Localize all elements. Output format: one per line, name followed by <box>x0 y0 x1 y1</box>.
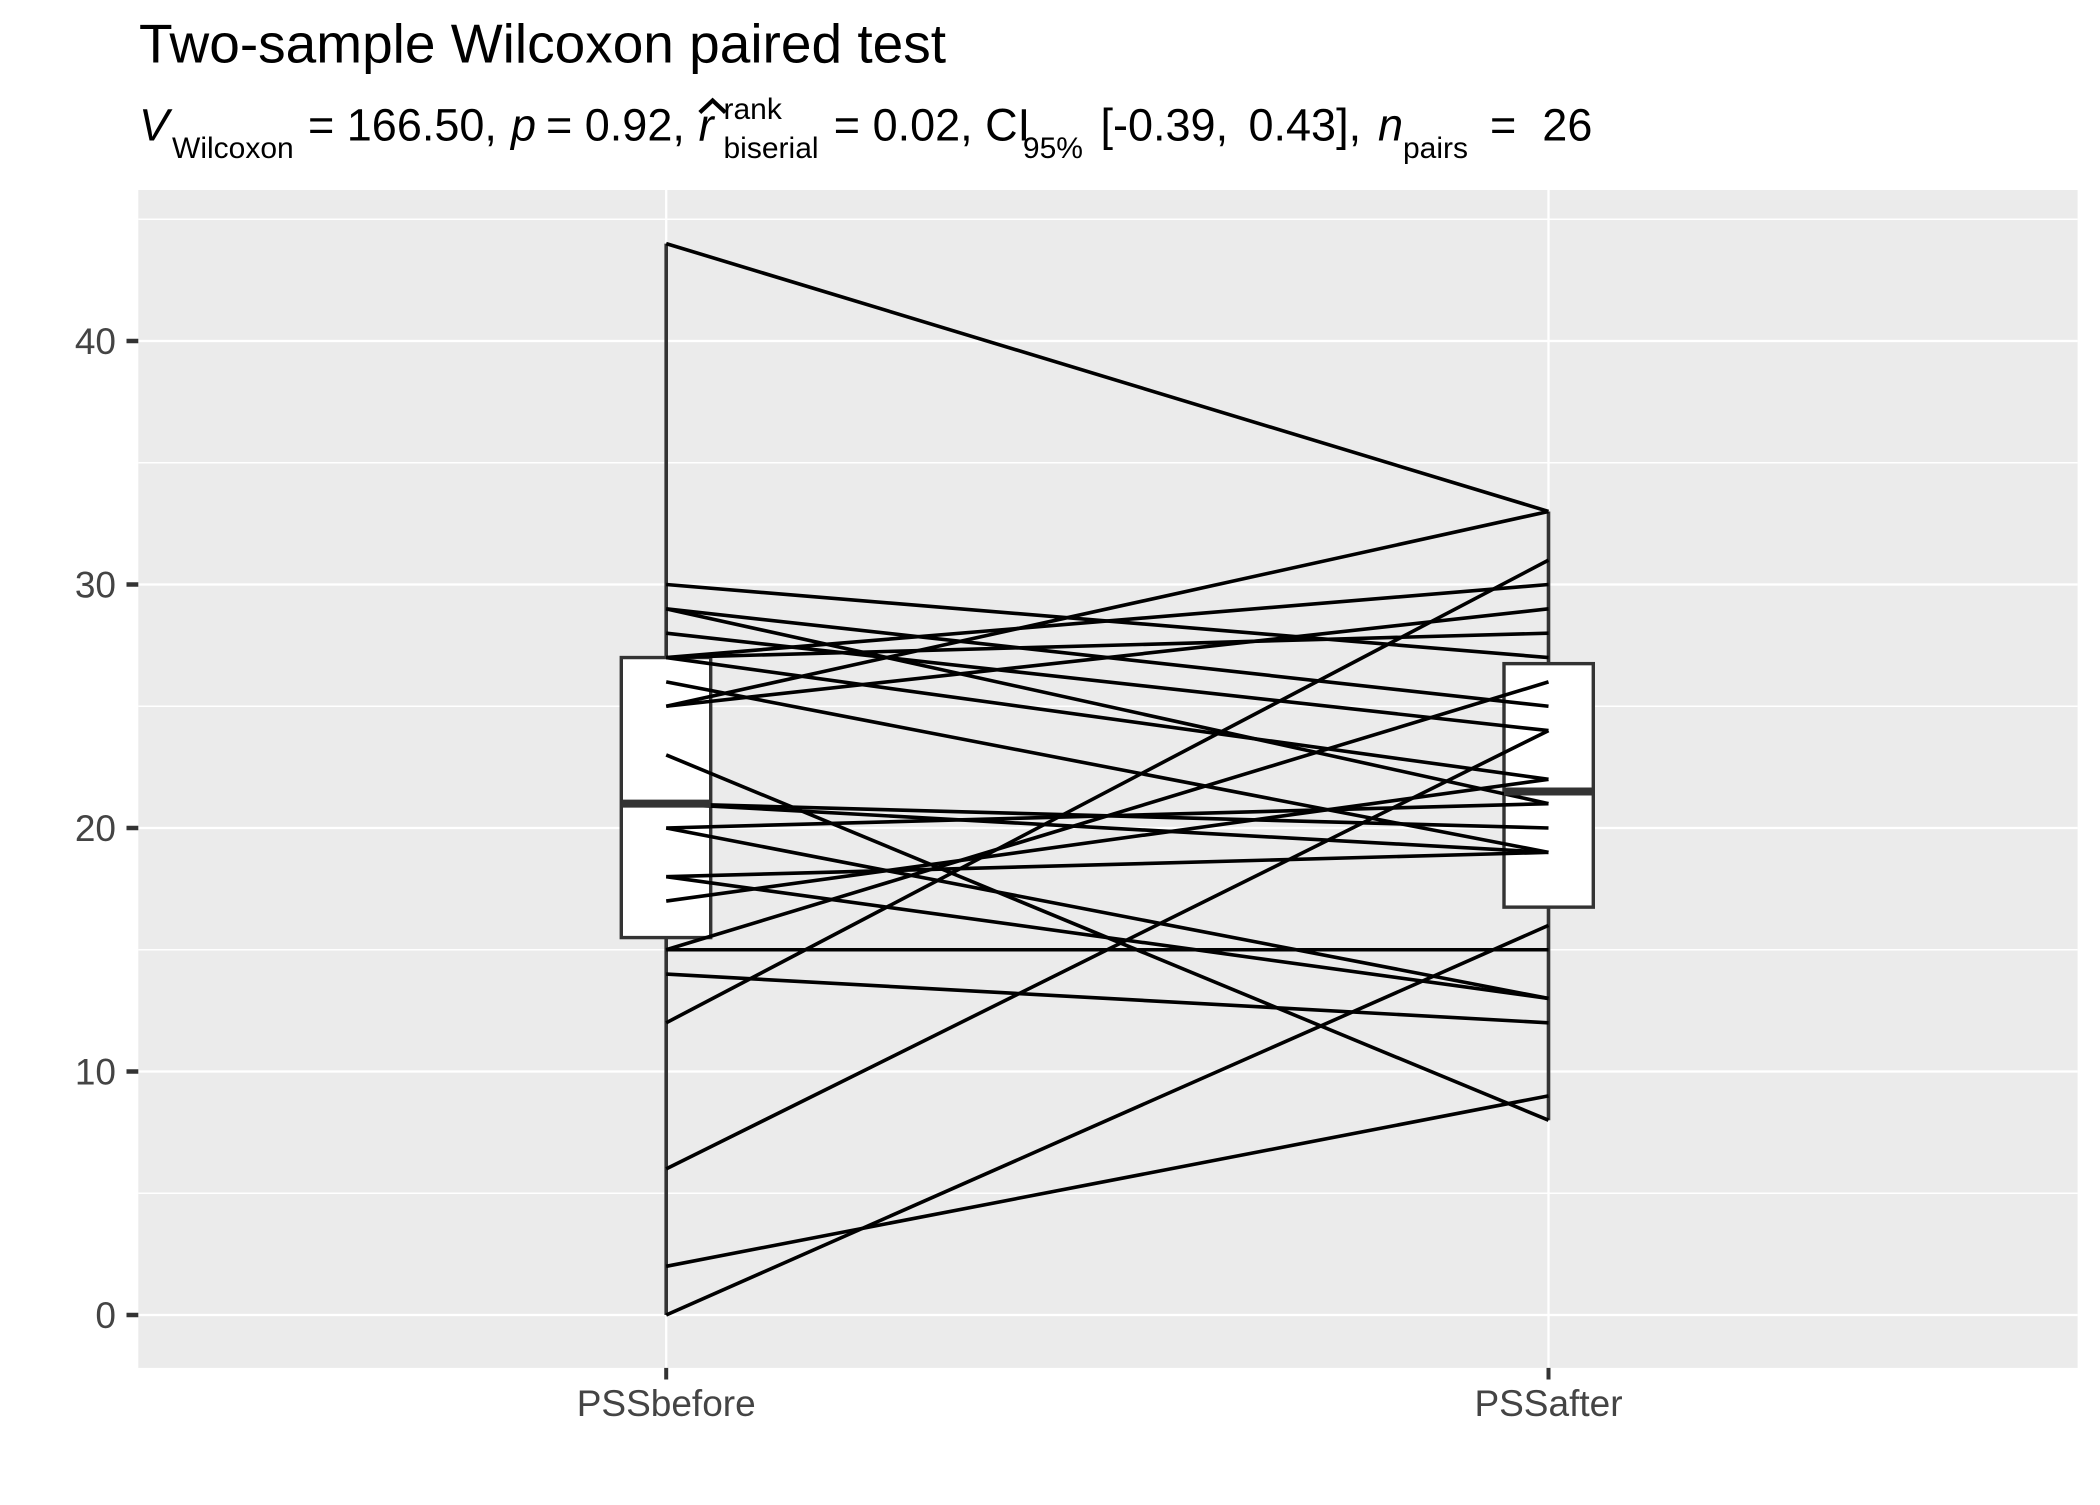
svg-text:[-0.39,: [-0.39, <box>1101 100 1229 151</box>
svg-text:= 0.92,: = 0.92, <box>546 100 685 151</box>
svg-text:PSSbefore: PSSbefore <box>577 1383 756 1424</box>
svg-text:pairs: pairs <box>1403 132 1468 165</box>
svg-text:95%: 95% <box>1023 132 1083 165</box>
svg-text:n: n <box>1378 100 1403 151</box>
svg-text:V: V <box>139 100 173 151</box>
svg-text:p: p <box>509 100 536 151</box>
svg-text:PSSafter: PSSafter <box>1474 1383 1622 1424</box>
svg-text:0.43],: 0.43], <box>1249 100 1362 151</box>
svg-text:rank: rank <box>724 93 783 126</box>
svg-text:= 166.50,: = 166.50, <box>308 100 497 151</box>
svg-text:=: = <box>1490 100 1516 151</box>
svg-text:10: 10 <box>75 1052 116 1093</box>
svg-text:0: 0 <box>95 1295 116 1336</box>
svg-text:= 0.02,: = 0.02, <box>834 100 973 151</box>
svg-text:biserial: biserial <box>724 132 819 165</box>
svg-text:20: 20 <box>75 808 116 849</box>
svg-text:Two-sample Wilcoxon paired tes: Two-sample Wilcoxon paired test <box>139 13 946 75</box>
svg-text:40: 40 <box>75 321 116 362</box>
svg-text:Wilcoxon: Wilcoxon <box>172 132 294 165</box>
svg-text:CI: CI <box>985 100 1030 151</box>
svg-text:26: 26 <box>1542 100 1592 151</box>
svg-text:30: 30 <box>75 565 116 606</box>
